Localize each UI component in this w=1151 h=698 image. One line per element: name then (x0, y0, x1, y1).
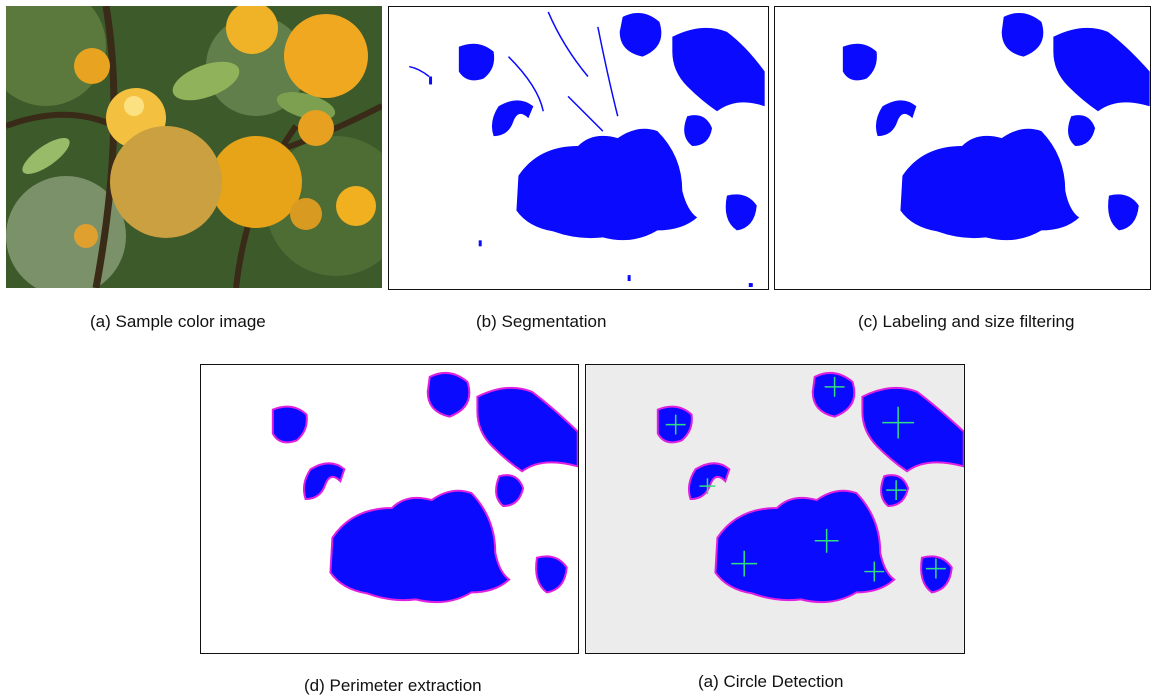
circle-center-marker (731, 550, 758, 577)
circle-center-marker (886, 480, 907, 501)
segmentation-panel (388, 6, 769, 290)
caption-labeling: (c) Labeling and size filtering (858, 312, 1075, 331)
sample-color-image (6, 6, 382, 288)
circle-center-marker (864, 561, 885, 582)
caption-perimeter-extraction: (d) Perimeter extraction (304, 676, 482, 695)
circle-detection-panel (585, 364, 965, 654)
segmentation-mask (389, 7, 768, 289)
labeling-panel (774, 6, 1151, 290)
circle-center-marker (699, 478, 716, 495)
perimeter-panel (200, 364, 579, 654)
caption-sample-color-image: (a) Sample color image (90, 312, 266, 331)
circle-center-marker (882, 406, 915, 439)
caption-segmentation: (b) Segmentation (476, 312, 607, 331)
circle-center-marker (925, 558, 946, 579)
circle-center-marker (824, 376, 845, 397)
circle-center-marker (665, 414, 686, 435)
caption-circle-detection: (a) Circle Detection (698, 672, 844, 691)
orange-tree-photo (6, 6, 382, 288)
circle-center-marker (814, 528, 839, 553)
labeling-mask (775, 7, 1150, 289)
perimeter-mask (201, 365, 578, 653)
circle-detection-mask (586, 365, 964, 653)
